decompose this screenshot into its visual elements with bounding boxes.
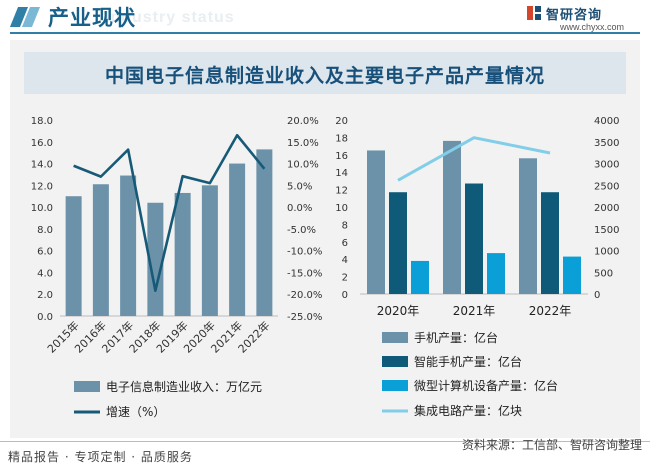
left-axis-tick-label: 16.0 — [31, 138, 53, 149]
smartphone-output-bar — [465, 183, 483, 294]
computer-output-bar — [563, 256, 581, 294]
left-axis-tick-label: 6 — [342, 238, 348, 249]
data-source: 资料来源：工信部、智研咨询整理 — [461, 438, 642, 452]
left-axis-tick-label: 0.0 — [37, 312, 53, 323]
left-axis-tick-label: 0 — [342, 290, 348, 301]
revenue-bar — [229, 163, 246, 316]
revenue-bar — [174, 192, 191, 316]
legend-smartphone-swatch — [382, 356, 408, 367]
revenue-bar — [92, 184, 109, 316]
right-axis-tick-label: 3000 — [594, 160, 619, 171]
left-axis-tick-label: 14.0 — [31, 160, 53, 171]
right-axis-tick-label: 2500 — [594, 181, 619, 192]
legend-smartphone-label: 智能手机产量：亿台 — [414, 354, 522, 369]
x-axis-category-label: 2022年 — [529, 304, 572, 318]
smartphone-output-bar — [389, 192, 407, 294]
right-axis-tick-label: -5.0% — [287, 225, 316, 236]
left-axis-tick-label: 8.0 — [37, 225, 53, 236]
smartphone-output-bar — [541, 192, 559, 294]
left-axis-tick-label: 2.0 — [37, 290, 53, 301]
right-axis-tick-label: 1000 — [594, 247, 619, 258]
right-axis-tick-label: 20.0% — [287, 116, 319, 127]
legend-ic-label: 集成电路产量：亿块 — [414, 403, 522, 418]
page-header: Industry status 产业现状 — [0, 0, 650, 40]
chart-title-band: 中国电子信息制造业收入及主要电子产品产量情况 — [24, 52, 626, 94]
right-axis-tick-label: 3500 — [594, 138, 619, 149]
phone-output-bar — [367, 150, 385, 294]
chart-title: 中国电子信息制造业收入及主要电子产品产量情况 — [104, 65, 545, 87]
revenue-bar — [65, 196, 82, 316]
revenue-bar — [120, 175, 137, 316]
left-axis-tick-label: 20 — [335, 116, 348, 127]
legend-label-revenue: 电子信息制造业收入：万亿元 — [106, 379, 262, 394]
left-axis-tick-label: 10 — [335, 203, 348, 214]
legend-computer-swatch — [382, 380, 408, 391]
right-axis-tick-label: 10.0% — [287, 160, 319, 171]
left-axis-tick-label: 16 — [335, 151, 348, 162]
legend-phone-swatch — [382, 332, 408, 343]
right-axis-tick-label: 2000 — [594, 203, 619, 214]
right-axis-tick-label: 4000 — [594, 116, 619, 127]
footer-slogan: 精品报告 · 专项定制 · 品质服务 — [8, 450, 193, 464]
left-axis-tick-label: 4.0 — [37, 268, 53, 279]
right-axis-tick-label: 500 — [594, 268, 613, 279]
left-axis-tick-label: 12.0 — [31, 181, 53, 192]
legend-computer-label: 微型计算机设备产量：亿台 — [414, 378, 558, 393]
revenue-bar — [147, 202, 164, 316]
brand-name: 智研咨询 — [546, 8, 603, 23]
legend-phone-label: 手机产量：亿台 — [414, 330, 498, 345]
left-axis-tick-label: 14 — [335, 168, 348, 179]
left-axis-tick-label: 18.0 — [31, 116, 53, 127]
right-axis-tick-label: -25.0% — [287, 312, 322, 323]
left-axis-tick-label: 12 — [335, 186, 348, 197]
right-axis-tick-label: 0.0% — [287, 203, 312, 214]
revenue-bar — [256, 149, 273, 316]
computer-output-bar — [411, 260, 429, 294]
left-axis-tick-label: 4 — [342, 255, 348, 266]
right-axis-tick-label: -20.0% — [287, 290, 322, 301]
footer-divider — [0, 441, 650, 442]
left-axis-tick-label: 18 — [335, 133, 348, 144]
growth-rate-line — [73, 133, 266, 293]
legend-label-growth: 增速（%） — [106, 405, 165, 419]
phone-output-bar — [443, 140, 461, 294]
right-axis-tick-label: 15.0% — [287, 138, 319, 149]
phone-output-bar — [519, 158, 537, 294]
brand-logo-icon — [527, 6, 541, 20]
header-divider — [10, 32, 640, 34]
right-axis-tick-label: -15.0% — [287, 268, 322, 279]
right-axis-tick-label: 0 — [594, 290, 600, 301]
ic-output-line — [397, 136, 551, 182]
right-axis-tick-label: 5.0% — [287, 181, 312, 192]
x-axis-category-label: 2020年 — [377, 304, 420, 318]
computer-output-bar — [487, 253, 505, 294]
left-axis-tick-label: 10.0 — [31, 203, 53, 214]
legend-swatch-revenue — [74, 381, 100, 392]
revenue-bar — [201, 185, 218, 316]
header-watermark: Industry status — [105, 9, 235, 26]
page-title: 产业现状 — [48, 6, 136, 30]
left-axis-tick-label: 6.0 — [37, 247, 53, 258]
brand-block: 智研咨询 www.chyxx.com — [526, 2, 636, 34]
left-axis-tick-label: 2 — [342, 273, 348, 284]
x-axis-category-label: 2021年 — [453, 304, 496, 318]
left-axis-tick-label: 8 — [342, 220, 348, 231]
right-axis-tick-label: 1500 — [594, 225, 619, 236]
brand-url: www.chyxx.com — [560, 22, 625, 32]
right-axis-tick-label: -10.0% — [287, 247, 322, 258]
